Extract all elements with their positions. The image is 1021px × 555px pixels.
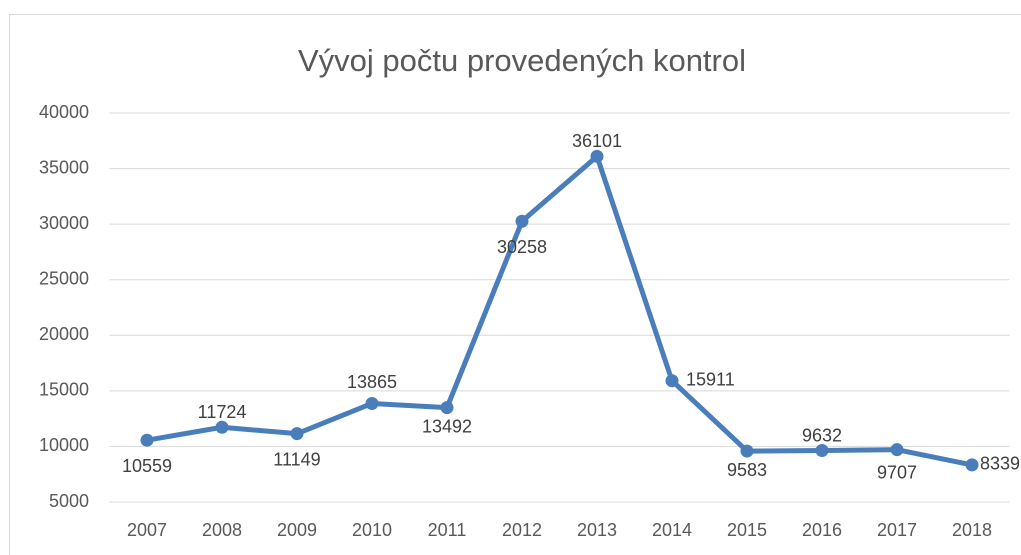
- x-tick-label: 2015: [727, 520, 767, 540]
- x-tick-label: 2012: [502, 520, 542, 540]
- marker: [365, 396, 379, 410]
- data-label: 10559: [122, 456, 172, 476]
- y-tick-label: 5000: [49, 491, 89, 511]
- marker: [665, 374, 679, 388]
- x-tick-label: 2017: [877, 520, 917, 540]
- chart-frame: [9, 14, 1021, 555]
- x-tick-label: 2009: [277, 520, 317, 540]
- data-label: 13492: [422, 416, 472, 436]
- y-tick-label: 15000: [39, 380, 89, 400]
- marker: [965, 458, 979, 472]
- data-label: 9632: [802, 425, 842, 445]
- marker: [815, 444, 829, 458]
- x-tick-label: 2010: [352, 520, 392, 540]
- marker: [515, 214, 529, 228]
- data-label: 13865: [347, 372, 397, 392]
- y-tick-label: 20000: [39, 324, 89, 344]
- data-label: 9583: [727, 460, 767, 480]
- y-tick-label: 10000: [39, 435, 89, 455]
- marker: [890, 443, 904, 457]
- marker: [590, 149, 604, 163]
- marker: [140, 433, 154, 447]
- x-tick-label: 2011: [428, 520, 467, 540]
- marker: [740, 444, 754, 458]
- x-tick-label: 2007: [127, 520, 167, 540]
- marker: [290, 427, 304, 441]
- data-label: 11149: [273, 449, 320, 469]
- y-tick-label: 30000: [39, 213, 89, 233]
- data-label: 30258: [497, 237, 547, 257]
- x-tick-label: 2013: [577, 520, 617, 540]
- y-tick-label: 35000: [39, 157, 89, 177]
- data-label: 9707: [877, 462, 917, 482]
- y-tick-label: 40000: [39, 102, 89, 122]
- chart-title: Vývoj počtu provedených kontrol: [298, 43, 746, 78]
- data-label: 36101: [572, 131, 622, 151]
- data-label: 11724: [198, 402, 247, 422]
- data-label: 15911: [686, 369, 735, 389]
- line: [146, 153, 973, 468]
- x-tick-label: 2018: [952, 520, 992, 540]
- data-label: 8339: [980, 454, 1020, 474]
- marker: [215, 420, 229, 434]
- marker: [440, 401, 454, 415]
- x-tick-label: 2008: [202, 520, 242, 540]
- x-tick-label: 2016: [802, 520, 842, 540]
- y-tick-label: 25000: [39, 268, 89, 288]
- x-tick-label: 2014: [652, 520, 692, 540]
